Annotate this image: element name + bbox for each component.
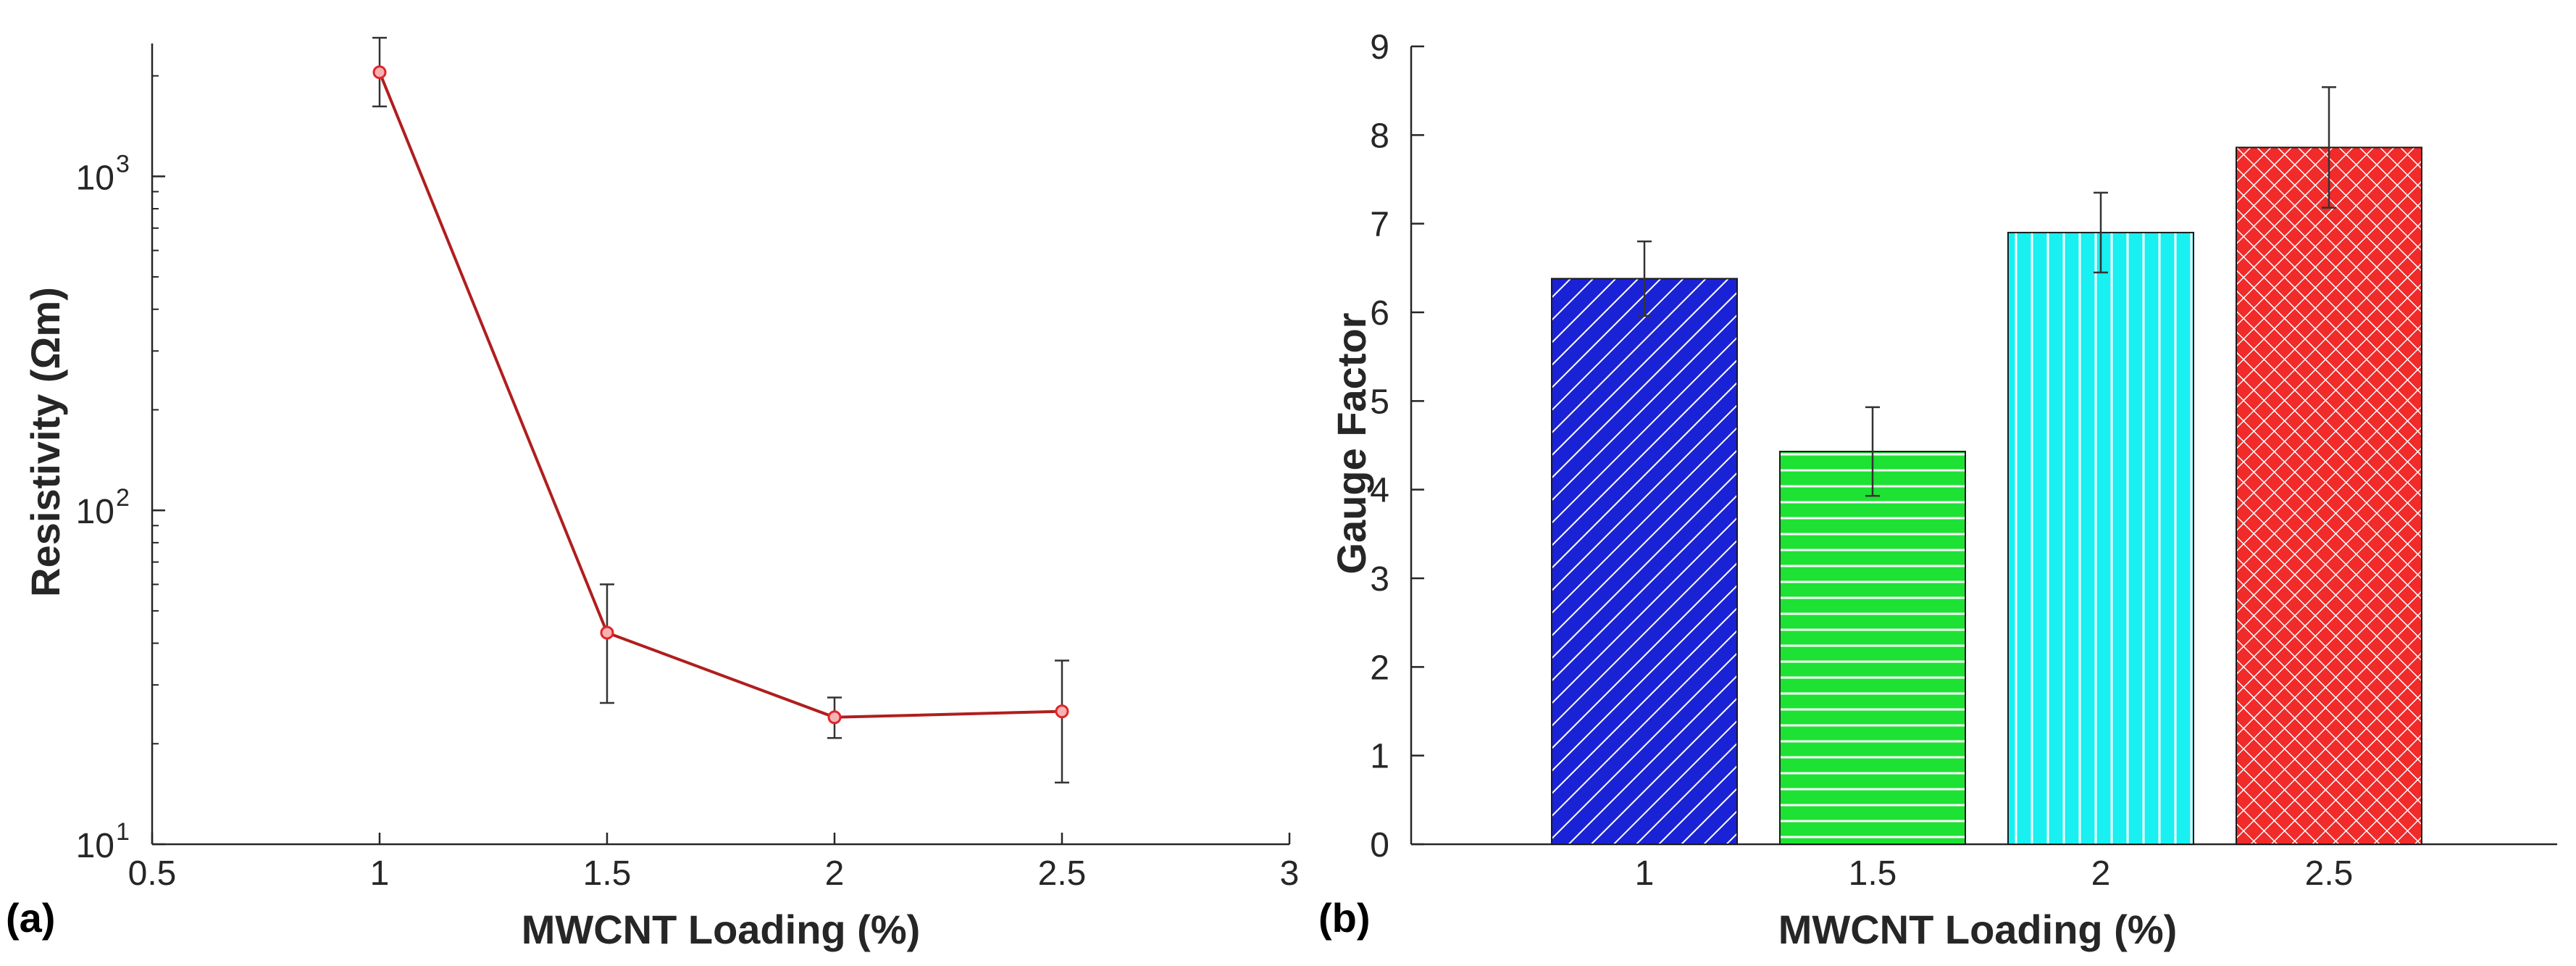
gauge-factor-y-tick-label: 2 [1370,649,1389,687]
resistivity-x-tick-label: 2 [825,854,845,893]
gauge-factor-x-tick-label: 1 [1635,854,1655,893]
panel-label-b: (b) [1318,895,1371,941]
resistivity-point [600,625,614,640]
gauge-factor-y-tick-label: 7 [1370,206,1389,244]
gauge-factor-x-tick-label: 2 [2091,854,2111,893]
gauge-factor-chart: 0 1 2 3 4 5 6 7 8 9 1 1.5 2 2.5 MWCNT Loading (%) Gau… [1318,28,2557,952]
resistivity-y-tick-label: 10 [76,493,114,531]
resistivity-series [372,36,1069,784]
resistivity-axes [151,43,1289,846]
resistivity-y-tick-label: 10 [76,827,114,865]
gauge-factor-y-tick-label: 1 [1370,738,1389,776]
resistivity-x-axis-label: MWCNT Loading (%) [522,907,921,952]
resistivity-y-tick-exponent: 3 [116,150,130,178]
gauge-factor-bars [1551,86,2422,846]
resistivity-x-tick-label: 3 [1280,854,1300,893]
resistivity-x-tick-label: 1 [370,854,390,893]
resistivity-x-tick-label: 0.5 [128,854,177,893]
gauge-factor-y-tick-label: 3 [1370,560,1389,599]
gauge-factor-y-tick-label: 6 [1370,294,1389,333]
gauge-factor-ticks: 0 1 2 3 4 5 6 7 8 9 1 1.5 2 2.5 [1370,28,2353,893]
gauge-factor-bar [1551,278,1738,846]
resistivity-y-tick-exponent: 2 [116,484,130,512]
gauge-factor-y-tick-label: 9 [1370,28,1389,67]
resistivity-y-tick-label: 10 [76,159,114,197]
gauge-factor-y-tick-label: 8 [1370,117,1389,155]
resistivity-point [372,65,387,80]
panel-label-a: (a) [6,895,55,941]
resistivity-y-axis-label: Resistivity (Ωm) [22,287,68,597]
resistivity-line [378,71,1063,719]
gauge-factor-bar [1779,451,1966,845]
resistivity-point [827,710,842,725]
gauge-factor-bar [2007,231,2194,845]
gauge-factor-y-tick-label: 4 [1370,472,1389,510]
gauge-factor-x-axis-label: MWCNT Loading (%) [1778,907,2178,952]
gauge-factor-x-tick-label: 2.5 [2305,854,2354,893]
resistivity-point [1055,704,1069,719]
gauge-factor-x-tick-label: 1.5 [1849,854,1897,893]
gauge-factor-bar [2236,146,2422,845]
gauge-factor-y-tick-label: 5 [1370,383,1389,421]
resistivity-x-tick-label: 2.5 [1038,854,1087,893]
gauge-factor-y-tick-label: 0 [1370,826,1389,865]
resistivity-x-tick-label: 1.5 [583,854,632,893]
resistivity-y-tick-exponent: 1 [116,818,130,846]
gauge-factor-y-axis-label: Gauge Factor [1329,313,1374,575]
